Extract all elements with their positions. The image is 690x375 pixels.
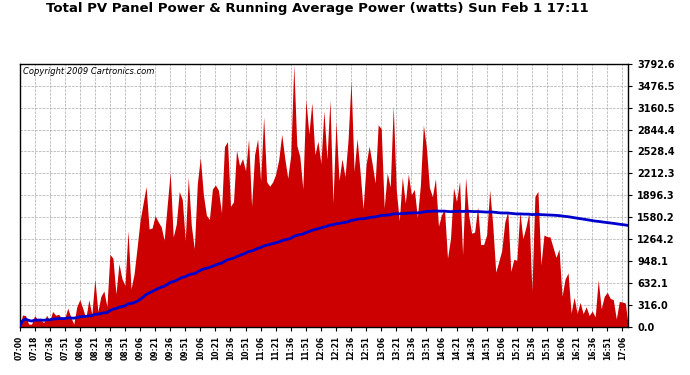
Text: Total PV Panel Power & Running Average Power (watts) Sun Feb 1 17:11: Total PV Panel Power & Running Average P… (46, 2, 589, 15)
Text: Copyright 2009 Cartronics.com: Copyright 2009 Cartronics.com (23, 66, 154, 75)
